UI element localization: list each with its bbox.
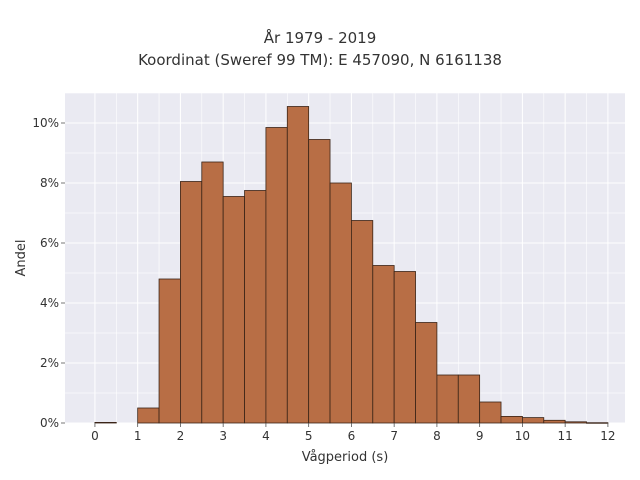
- histogram-bar: [244, 190, 267, 424]
- histogram-bar: [286, 106, 310, 424]
- histogram-bar: [522, 417, 545, 424]
- histogram-bar: [351, 220, 374, 424]
- x-tick-label: 8: [433, 429, 441, 443]
- histogram-bar: [457, 374, 481, 424]
- x-tick-label: 5: [305, 429, 313, 443]
- histogram-bar: [265, 127, 288, 424]
- bars: [94, 106, 609, 424]
- y-tick-label: 6%: [40, 236, 59, 250]
- histogram-bar: [564, 421, 587, 424]
- x-tick-label: 12: [600, 429, 615, 443]
- x-tick-label: 3: [219, 429, 227, 443]
- histogram-bar: [329, 182, 352, 424]
- y-tick-label: 2%: [40, 356, 59, 370]
- histogram-bar: [137, 407, 160, 424]
- histogram-bar: [94, 421, 117, 424]
- histogram-bar: [586, 422, 609, 424]
- y-tick-labels: 0% 2% 4% 6% 8% 10%: [32, 116, 65, 430]
- histogram-bar: [415, 322, 438, 424]
- x-tick-label: 7: [390, 429, 398, 443]
- histogram-bar: [436, 374, 459, 424]
- x-tick-label: 1: [134, 429, 142, 443]
- y-axis-label: Andel: [14, 240, 29, 277]
- x-tick-label: 4: [262, 429, 270, 443]
- x-tick-label: 11: [558, 429, 573, 443]
- chart-title: År 1979 - 2019: [263, 29, 377, 47]
- histogram-bar: [372, 265, 395, 424]
- y-tick-label: 8%: [40, 176, 59, 190]
- x-tick-label: 0: [91, 429, 99, 443]
- y-tick-label: 0%: [40, 416, 59, 430]
- x-tick-label: 6: [348, 429, 356, 443]
- histogram-bar: [201, 161, 224, 424]
- x-tick-labels: 0 1 2 3 4 5 6 7 8 9 10 11 12: [91, 423, 616, 443]
- histogram-bar: [222, 196, 245, 424]
- histogram-bar: [479, 401, 502, 424]
- x-tick-label: 10: [515, 429, 530, 443]
- x-tick-label: 2: [177, 429, 185, 443]
- x-tick-label: 9: [476, 429, 484, 443]
- x-axis-label: Vågperiod (s): [302, 450, 389, 465]
- histogram-bar: [180, 181, 203, 424]
- histogram-bar: [158, 278, 181, 424]
- y-tick-label: 4%: [40, 296, 59, 310]
- histogram-bar: [308, 139, 331, 424]
- y-tick-label: 10%: [32, 116, 59, 130]
- histogram-bar: [543, 419, 566, 424]
- histogram-bar: [500, 415, 523, 424]
- histogram-bar: [393, 271, 416, 424]
- chart-subtitle: Koordinat (Sweref 99 TM): E 457090, N 61…: [138, 51, 502, 69]
